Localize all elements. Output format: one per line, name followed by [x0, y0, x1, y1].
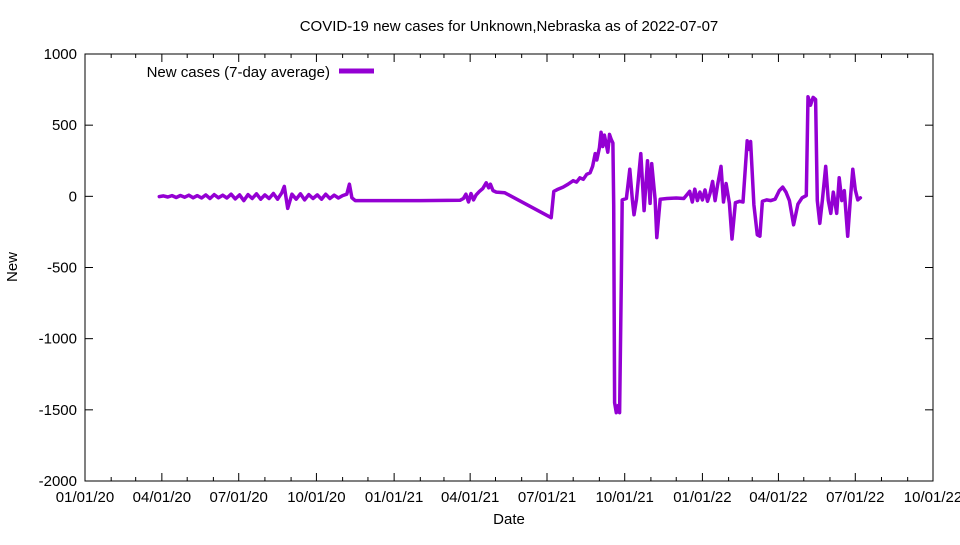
x-tick-label: 10/01/22 — [904, 489, 960, 506]
y-tick-label: 0 — [69, 188, 77, 205]
legend-label: New cases (7-day average) — [147, 64, 330, 81]
x-tick-label: 10/01/21 — [596, 489, 654, 506]
axis-ticks — [84, 53, 934, 482]
series-line — [157, 94, 863, 415]
x-tick-label: 07/01/20 — [210, 489, 268, 506]
y-tick-label: -500 — [47, 260, 77, 277]
x-axis-label: Date — [493, 511, 525, 528]
chart-title: COVID-19 new cases for Unknown,Nebraska … — [300, 18, 719, 35]
x-tick-label: 01/01/20 — [56, 489, 114, 506]
axis-tick-labels: 01/01/20 04/01/20 07/01/20 10/01/20 01/01/21… — [39, 46, 960, 506]
x-tick-label: 04/01/22 — [749, 489, 807, 506]
x-tick-label: 01/01/21 — [365, 489, 423, 506]
x-tick-label: 10/01/20 — [287, 489, 345, 506]
y-tick-label: -1000 — [39, 331, 77, 348]
x-tick-label: 07/01/22 — [826, 489, 884, 506]
y-tick-label: -2000 — [39, 473, 77, 490]
y-tick-label: -1500 — [39, 402, 77, 419]
y-tick-label: 1000 — [44, 46, 77, 63]
data-series-group — [157, 94, 863, 415]
x-tick-label: 04/01/21 — [441, 489, 499, 506]
x-tick-label: 04/01/20 — [133, 489, 191, 506]
x-tick-label: 01/01/22 — [673, 489, 731, 506]
x-tick-label: 07/01/21 — [518, 489, 576, 506]
plot-frame — [84, 53, 934, 482]
y-axis-label: New — [4, 252, 21, 282]
y-tick-label: 500 — [52, 117, 77, 134]
legend: New cases (7-day average) — [147, 64, 374, 81]
